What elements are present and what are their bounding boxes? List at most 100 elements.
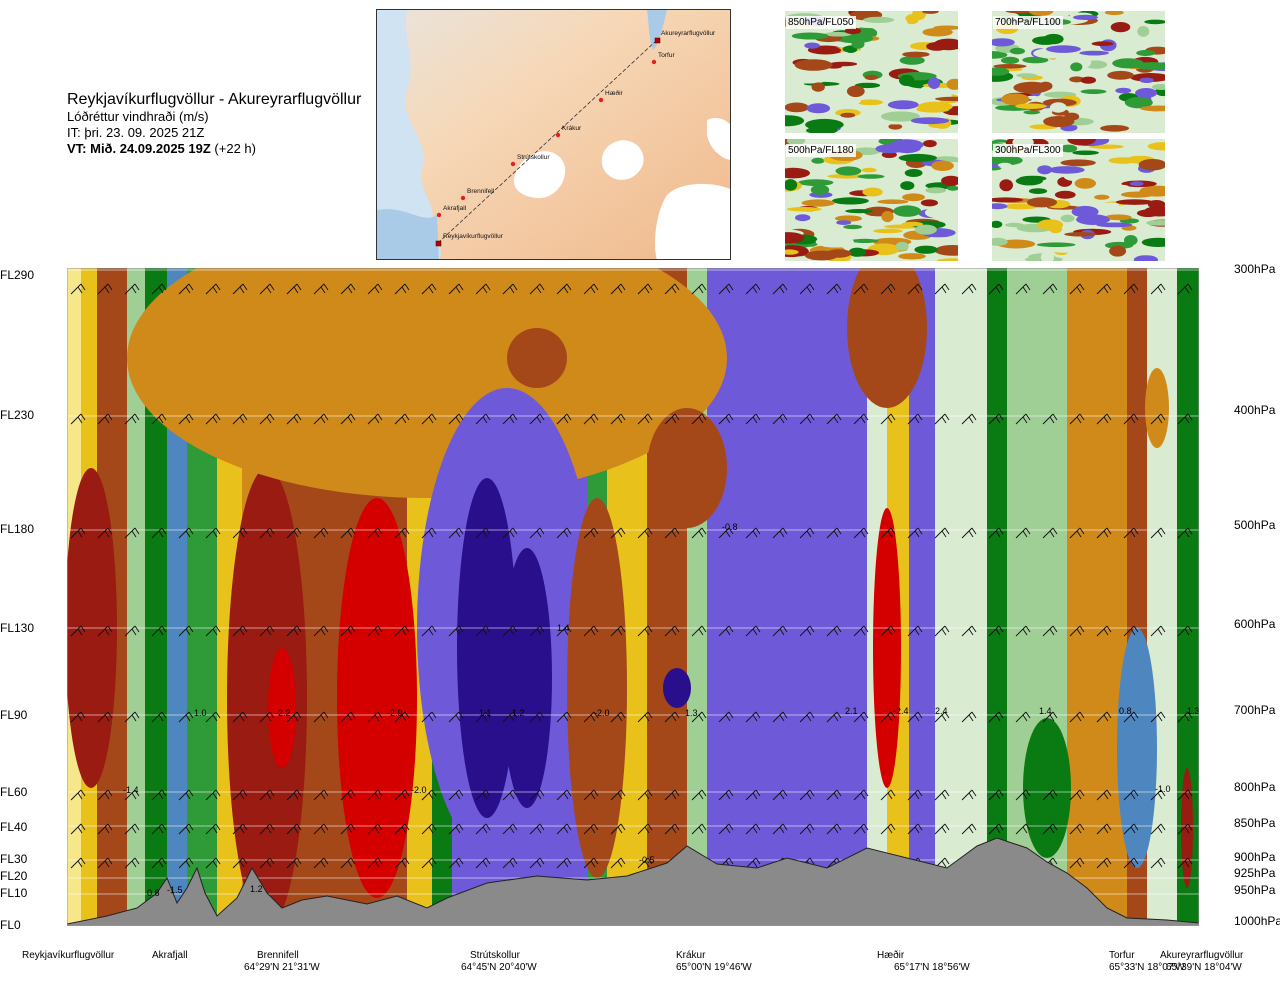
wind-barb: [97, 283, 113, 295]
wind-barb: [367, 413, 383, 425]
thumb-cell: [1080, 76, 1096, 84]
thumb-cell: [845, 209, 873, 214]
thumb-cell: [836, 33, 874, 44]
thumb-cell: [806, 103, 831, 114]
wind-barb: [475, 413, 491, 425]
thumb-cell: [899, 74, 915, 86]
contour-core: [337, 498, 417, 898]
location-name: Akureyrarflugvöllur: [1160, 950, 1244, 961]
wind-barb: [907, 625, 923, 637]
thumb-cell: [1054, 190, 1076, 199]
wind-barb: [205, 711, 221, 723]
thumb-cell: [992, 203, 1008, 210]
wind-barb: [934, 823, 950, 835]
fl-label: FL30: [0, 852, 28, 866]
wind-barb: [826, 789, 842, 801]
wind-barb: [529, 823, 545, 835]
thumb-cell: [861, 167, 877, 173]
pressure-label: 800hPa: [1234, 780, 1276, 794]
thumb-cell: [1060, 159, 1096, 167]
location-coord: 65°17'N 18°56'W: [894, 962, 970, 973]
wind-barb: [97, 625, 113, 637]
thumbnail-300hpa[interactable]: 300hPa/FL300: [992, 139, 1165, 261]
wind-barb: [853, 413, 869, 425]
wind-barb: [97, 527, 113, 539]
thumb-cell: [941, 175, 958, 186]
wind-barb: [664, 625, 680, 637]
contour-band: [987, 268, 1007, 926]
wind-barb: [637, 823, 653, 835]
contour-band: [1177, 268, 1199, 926]
wind-barb: [880, 711, 896, 723]
wind-barb: [610, 857, 626, 869]
value-annotation: -1.0: [1155, 784, 1171, 794]
wind-barb: [286, 527, 302, 539]
wind-barb: [502, 413, 518, 425]
wind-barb: [367, 527, 383, 539]
chart-header: Reykjavíkurflugvöllur - Akureyrarflugvöl…: [67, 90, 361, 157]
wind-barb: [313, 711, 329, 723]
wind-barb: [205, 527, 221, 539]
wind-barb: [475, 823, 491, 835]
wind-barb: [1177, 527, 1193, 539]
wind-barb: [583, 413, 599, 425]
wind-barb: [124, 857, 140, 869]
wind-barb: [718, 625, 734, 637]
thumb-cell: [854, 22, 889, 29]
wind-barb: [583, 527, 599, 539]
wind-barb: [97, 857, 113, 869]
wind-barb: [502, 857, 518, 869]
contour-core: [182, 288, 232, 388]
value-annotation: 1.2: [250, 884, 263, 894]
thumb-cell: [1104, 214, 1132, 221]
wind-barb: [1177, 413, 1193, 425]
thumb-cell: [1043, 116, 1075, 127]
wind-barb: [1069, 625, 1085, 637]
valid-time: VT: Mið. 24.09.2025 19Z (+22 h): [67, 141, 361, 157]
wind-barb: [151, 711, 167, 723]
thumbnail-label: 850hPa/FL050: [786, 16, 856, 29]
wind-barb: [1123, 823, 1139, 835]
wind-barb: [502, 283, 518, 295]
wind-barb: [934, 527, 950, 539]
location-label-brennifell: Brennifell 64°29'N 21°31'W: [244, 950, 320, 974]
fl-label: FL20: [0, 869, 28, 883]
wind-barb: [124, 789, 140, 801]
thumb-cell: [786, 207, 822, 212]
wind-barb: [97, 823, 113, 835]
wind-barb: [529, 625, 545, 637]
wind-barb: [637, 625, 653, 637]
thumbnail-700hpa[interactable]: 700hPa/FL100: [992, 11, 1165, 133]
value-annotation: -2.2: [275, 708, 291, 718]
wind-barb: [340, 711, 356, 723]
wind-barb: [529, 283, 545, 295]
wind-barb: [961, 789, 977, 801]
thumb-cell: [902, 193, 925, 202]
wind-barb: [259, 413, 275, 425]
wind-barb: [340, 823, 356, 835]
waypoint-torfur: [651, 59, 657, 65]
thumb-cell: [811, 82, 825, 92]
location-coord: 65°33'N 18°07'W: [1109, 962, 1185, 973]
pressure-label: 600hPa: [1234, 617, 1276, 631]
wind-barb: [232, 789, 248, 801]
fl-label: FL40: [0, 820, 28, 834]
thumb-700-svg: [992, 11, 1165, 133]
wind-barb: [286, 789, 302, 801]
thumb-cell: [992, 67, 1010, 76]
wind-barb: [394, 625, 410, 637]
thumb-cell: [928, 77, 941, 89]
wind-barb: [259, 625, 275, 637]
thumbnail-500hpa[interactable]: 500hPa/FL180: [785, 139, 958, 261]
wind-barb: [151, 823, 167, 835]
wind-barb: [448, 413, 464, 425]
thumb-cell: [992, 220, 1003, 228]
thumb-background: [992, 11, 1165, 133]
thumb-cell: [931, 160, 954, 171]
thumb-cell: [992, 51, 1008, 59]
contour-core: [1023, 718, 1071, 858]
thumb-cell: [881, 211, 894, 223]
thumbnail-850hpa[interactable]: 850hPa/FL050: [785, 11, 958, 133]
wind-barb: [799, 413, 815, 425]
thumb-cell: [791, 32, 829, 40]
